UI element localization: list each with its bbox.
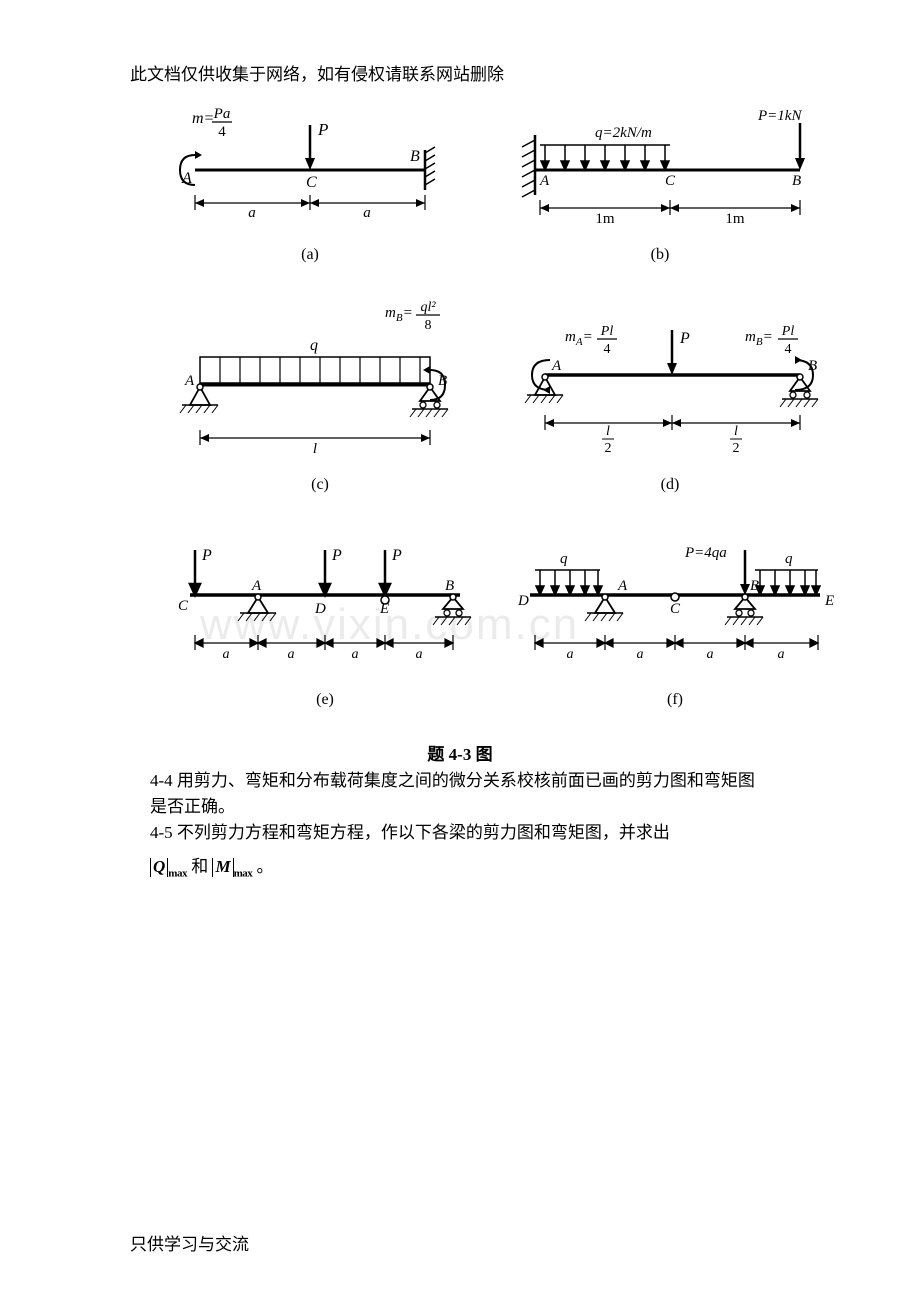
e-dim1: a	[223, 647, 230, 662]
c-B: B	[438, 373, 447, 389]
svg-text:mB=: mB=	[385, 305, 413, 324]
eqn-and: 和	[191, 857, 208, 876]
a-A: A	[181, 170, 192, 187]
e-D: D	[314, 601, 326, 617]
e-C: C	[178, 598, 189, 614]
q-sub: max	[168, 867, 187, 879]
d-mb-num: Pl	[781, 324, 795, 339]
q-abs: Q	[150, 858, 168, 877]
diagram-d: mA= Pl 4 P mB= Pl 4	[510, 295, 830, 494]
d-dim2-den: 2	[733, 441, 740, 456]
f-B: B	[750, 578, 759, 594]
c-A: A	[184, 373, 195, 389]
b-P: P=1kN	[757, 108, 802, 124]
e-dim3: a	[352, 647, 359, 662]
a-m-den: 4	[218, 124, 226, 140]
b-B: B	[792, 173, 801, 189]
b-q: q=2kN/m	[595, 125, 652, 141]
diagram-d-svg: mA= Pl 4 P mB= Pl 4	[510, 295, 830, 470]
c-dim: l	[313, 441, 317, 457]
e-P1: P	[201, 547, 212, 564]
m-sub: max	[234, 867, 253, 879]
f-dim3: a	[707, 647, 714, 662]
m-abs: M	[212, 858, 233, 877]
a-dim1: a	[248, 205, 256, 221]
diagram-e-svg: P P P C A D E B	[170, 535, 480, 685]
svg-text:mA=: mA=	[565, 329, 593, 348]
d-ma-num: Pl	[600, 324, 614, 339]
a-m-num: Pa	[213, 106, 231, 122]
e-B: B	[445, 578, 454, 594]
a-P: P	[317, 120, 328, 139]
b-A: A	[539, 173, 550, 189]
d-dim1-num: l	[606, 424, 610, 439]
diagram-c-svg: q mB= ql² 8	[170, 295, 470, 470]
e-P2: P	[331, 547, 342, 564]
f-q2: q	[785, 551, 793, 567]
header-disclaimer: 此文档仅供收集于网络，如有侵权请联系网站删除	[130, 60, 504, 85]
d-ma-pref: m	[565, 329, 576, 345]
d-P: P	[679, 330, 690, 347]
f-dim2: a	[637, 647, 644, 662]
f-C: C	[670, 601, 681, 617]
a-C: C	[306, 174, 317, 191]
d-A: A	[551, 358, 562, 374]
c-q: q	[310, 337, 318, 354]
d-dim1-den: 2	[605, 441, 612, 456]
label-b: (b)	[651, 246, 670, 264]
c-mb-num: ql²	[420, 300, 436, 315]
diagram-a-svg: m= Pa 4 P A B C	[170, 105, 450, 240]
figure-row-3: P P P C A D E B	[170, 535, 840, 709]
e-dim4: a	[416, 647, 423, 662]
diagram-a: m= Pa 4 P A B C	[170, 105, 450, 264]
diagram-e: P P P C A D E B	[170, 535, 480, 709]
diagram-f: q P=4qa q D A C B	[510, 535, 840, 709]
e-A: A	[251, 578, 262, 594]
label-c: (c)	[311, 476, 329, 494]
d-mb-den: 4	[785, 342, 792, 357]
diagram-b-svg: q=2kN/m P=1kN A C B 1m 1m	[500, 105, 820, 240]
d-dim2-num: l	[734, 424, 738, 439]
label-f: (f)	[667, 691, 683, 709]
svg-text:mB=: mB=	[745, 329, 773, 348]
figure-caption: 题 4-3 图	[0, 740, 920, 765]
equation-qmax-mmax: Qmax 和 Mmax 。	[150, 852, 274, 879]
f-P: P=4qa	[684, 545, 727, 561]
paragraph-4-5: 4-5 不列剪力方程和弯矩方程，作以下各梁的剪力图和弯矩图，并求出	[150, 820, 770, 846]
f-dim4: a	[778, 647, 785, 662]
f-dim1: a	[567, 647, 574, 662]
diagram-f-svg: q P=4qa q D A C B	[510, 535, 840, 685]
label-d: (d)	[661, 476, 680, 494]
a-B: B	[410, 148, 420, 165]
d-B: B	[808, 358, 817, 374]
b-dim1: 1m	[595, 211, 615, 227]
c-mb-pref: m	[385, 305, 396, 321]
f-A: A	[617, 578, 628, 594]
diagram-c: q mB= ql² 8	[170, 295, 470, 494]
figure-row-1: m= Pa 4 P A B C	[170, 105, 820, 264]
footer-note: 只供学习与交流	[130, 1230, 249, 1255]
b-dim2: 1m	[725, 211, 745, 227]
paragraph-4-4: 4-4 用剪力、弯矩和分布载荷集度之间的微分关系校核前面已画的剪力图和弯矩图是否…	[150, 768, 770, 819]
b-C: C	[665, 173, 676, 189]
figure-row-2: q mB= ql² 8	[170, 295, 830, 494]
diagram-b: q=2kN/m P=1kN A C B 1m 1m	[500, 105, 820, 264]
eqn-end: 。	[257, 857, 274, 876]
f-D: D	[517, 593, 529, 609]
f-E: E	[824, 593, 834, 609]
a-m-prefix: m=	[192, 110, 214, 127]
f-q1: q	[560, 551, 568, 567]
e-dim2: a	[288, 647, 295, 662]
d-ma-den: 4	[604, 342, 611, 357]
label-e: (e)	[316, 691, 334, 709]
a-dim2: a	[363, 205, 371, 221]
label-a: (a)	[301, 246, 319, 264]
d-mb-pref: m	[745, 329, 756, 345]
e-P3: P	[391, 547, 402, 564]
c-mb-den: 8	[425, 318, 432, 333]
